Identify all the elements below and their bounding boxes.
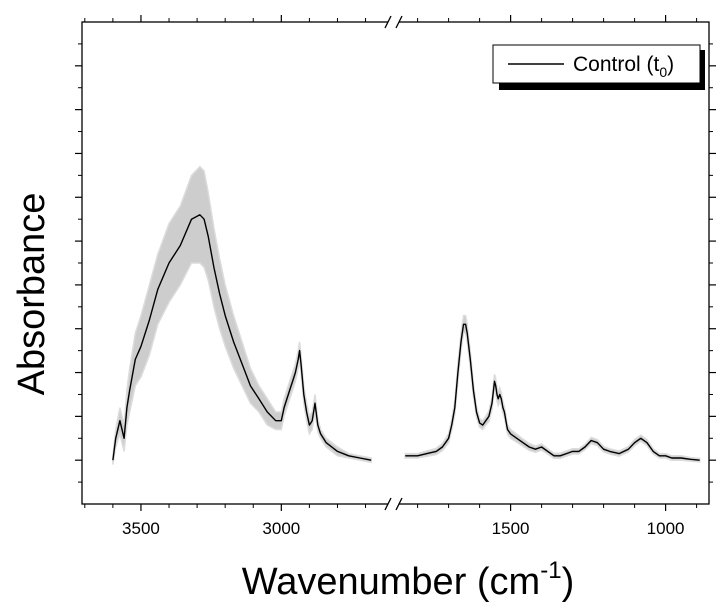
break-gap-0 (388, 19, 399, 25)
break-slash-left-1 (384, 497, 392, 511)
x-axis-title-sup: -1 (540, 557, 561, 584)
y-axis-title: Absorbance (11, 193, 53, 396)
error-band-1 (404, 314, 701, 463)
legend-label-close: ) (667, 53, 674, 76)
legend-label-sub: 0 (659, 64, 667, 80)
axis-ticks (75, 15, 716, 511)
x-tick-label: 3500 (122, 519, 160, 538)
legend-label-main: Control (t (573, 53, 660, 76)
series-line-0 (112, 214, 372, 461)
break-gap-1 (388, 501, 399, 507)
x-tick-labels: 3500 3000 1500 1000 (122, 519, 684, 538)
x-axis-title-close: ) (562, 561, 575, 602)
error-band-0 (112, 165, 372, 465)
x-tick-label: 1000 (647, 519, 685, 538)
error-bands (112, 165, 701, 465)
series-lines (112, 214, 700, 461)
series-line-1 (405, 323, 700, 461)
break-slash-left-0 (384, 15, 392, 29)
x-tick-label: 1500 (492, 519, 530, 538)
x-tick-label: 3000 (262, 519, 300, 538)
legend-label: Control (t0) (573, 53, 674, 80)
axis-break-marks (384, 15, 403, 511)
break-slash-right-1 (395, 497, 403, 511)
break-slash-right-0 (395, 15, 403, 29)
legend-box: Control (t0) (492, 44, 705, 90)
x-axis-title-main: Wavenumber (cm (242, 561, 540, 602)
x-axis-title: Wavenumber (cm-1) (242, 557, 574, 602)
